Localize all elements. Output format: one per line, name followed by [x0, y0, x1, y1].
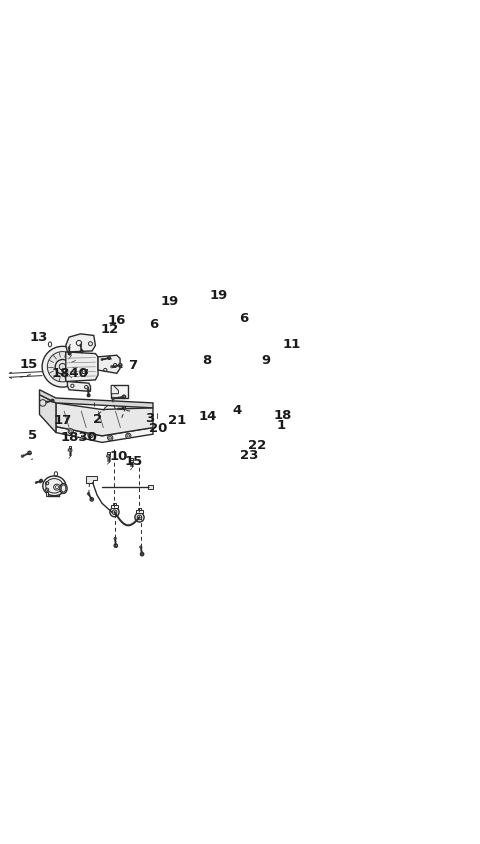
Text: 1840: 1840 [51, 367, 88, 380]
Text: 16: 16 [107, 313, 126, 327]
Circle shape [112, 510, 117, 515]
Text: 2: 2 [94, 413, 103, 426]
Circle shape [28, 452, 31, 455]
Circle shape [108, 436, 113, 441]
Polygon shape [107, 455, 110, 457]
Circle shape [87, 389, 89, 391]
Circle shape [140, 546, 142, 548]
Circle shape [42, 346, 83, 387]
Circle shape [90, 498, 94, 501]
Text: 1: 1 [276, 419, 286, 432]
Bar [46, 492, 48, 495]
Circle shape [48, 352, 78, 381]
Bar [107, 452, 110, 454]
Circle shape [21, 455, 24, 457]
Polygon shape [98, 355, 120, 373]
Text: 22: 22 [248, 439, 266, 452]
Circle shape [35, 482, 37, 484]
Polygon shape [130, 461, 133, 463]
Bar [110, 505, 119, 507]
Text: 20: 20 [149, 422, 168, 435]
Bar [135, 510, 144, 513]
Ellipse shape [60, 484, 67, 494]
Text: 21: 21 [168, 414, 186, 427]
Circle shape [119, 364, 122, 367]
Text: 18: 18 [273, 409, 291, 422]
Text: 19: 19 [210, 289, 228, 301]
Text: 13: 13 [30, 331, 48, 344]
Circle shape [118, 408, 120, 409]
Text: 8: 8 [203, 354, 212, 367]
Circle shape [141, 553, 144, 556]
Text: 14: 14 [199, 410, 217, 423]
Circle shape [59, 364, 66, 370]
Circle shape [87, 394, 90, 397]
Circle shape [68, 347, 70, 349]
Bar [111, 386, 128, 398]
Text: 11: 11 [283, 338, 301, 351]
Circle shape [89, 434, 92, 436]
Polygon shape [86, 476, 97, 483]
Circle shape [40, 479, 42, 482]
Polygon shape [68, 449, 72, 451]
Circle shape [114, 538, 116, 539]
Text: 7: 7 [128, 359, 137, 372]
Circle shape [68, 352, 71, 354]
Circle shape [46, 401, 48, 403]
Bar [69, 446, 72, 448]
Circle shape [80, 350, 83, 353]
Circle shape [110, 507, 119, 517]
Circle shape [126, 433, 131, 438]
Text: 10: 10 [109, 451, 128, 463]
Circle shape [114, 544, 118, 547]
Circle shape [109, 436, 111, 439]
Polygon shape [66, 334, 96, 352]
Polygon shape [39, 395, 56, 432]
Circle shape [70, 430, 72, 432]
Circle shape [108, 357, 110, 360]
Circle shape [51, 399, 54, 402]
Circle shape [123, 407, 126, 409]
Bar [148, 484, 153, 489]
Circle shape [87, 493, 90, 495]
Circle shape [80, 344, 82, 346]
Text: 15: 15 [124, 455, 143, 468]
Circle shape [68, 429, 73, 434]
Text: 19: 19 [161, 295, 179, 308]
Text: 6: 6 [149, 318, 158, 331]
Circle shape [101, 359, 103, 360]
Circle shape [135, 513, 144, 522]
Bar [138, 508, 141, 510]
Polygon shape [39, 390, 153, 408]
Text: 12: 12 [100, 323, 119, 337]
Text: 3: 3 [145, 412, 154, 425]
Text: 23: 23 [240, 449, 258, 462]
Text: 4: 4 [232, 404, 241, 417]
Text: 1830: 1830 [60, 430, 97, 444]
Polygon shape [66, 352, 98, 381]
Polygon shape [68, 381, 90, 392]
Text: 15: 15 [19, 358, 37, 371]
Text: 9: 9 [261, 354, 270, 367]
Bar [113, 503, 116, 505]
Text: 6: 6 [239, 311, 248, 325]
Circle shape [111, 365, 113, 368]
Polygon shape [111, 386, 119, 393]
Polygon shape [56, 403, 153, 436]
Bar [130, 457, 133, 460]
Circle shape [88, 432, 93, 438]
Polygon shape [56, 426, 153, 442]
Circle shape [127, 435, 130, 437]
Ellipse shape [43, 476, 66, 495]
Text: 5: 5 [28, 429, 37, 441]
Circle shape [55, 360, 70, 374]
Circle shape [122, 395, 126, 398]
Bar [82, 369, 87, 373]
Circle shape [137, 515, 142, 520]
Circle shape [112, 398, 115, 399]
Text: 17: 17 [54, 414, 72, 427]
